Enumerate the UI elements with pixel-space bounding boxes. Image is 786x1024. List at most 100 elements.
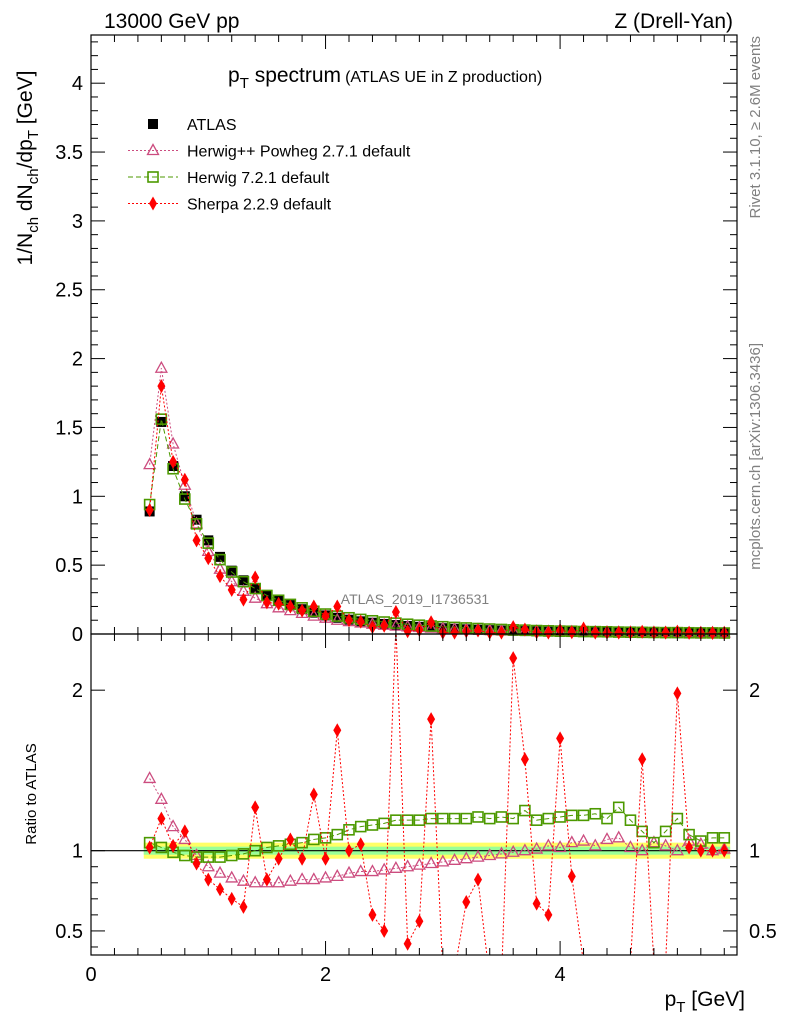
axes-frames	[90, 34, 738, 956]
ratio-point-herwigpp	[553, 840, 567, 853]
ratio-point-herwig7	[683, 828, 695, 841]
ratio-point-herwig7	[354, 820, 367, 833]
ratio-point-sherpa	[251, 800, 260, 815]
rivet-label: Rivet 3.1.10, ≥ 2.6M events	[747, 36, 764, 219]
ratio-point-sherpa	[403, 936, 412, 951]
ratio-xtick-label: 0	[85, 964, 96, 986]
ratio-point-herwig7	[507, 812, 519, 825]
ratio-point-herwigpp	[576, 833, 591, 846]
main-point-herwigpp	[178, 477, 192, 490]
ratio-point-herwig7	[308, 833, 320, 846]
ratio-point-herwig7	[718, 832, 731, 844]
main-point-sherpa	[685, 625, 694, 640]
ratio-point-herwigpp	[283, 873, 297, 886]
ratio-point-sherpa	[567, 869, 576, 884]
main-point-sherpa	[180, 472, 189, 487]
main-point-sherpa	[321, 609, 330, 624]
legend-item-herwig7: Herwig 7.2.1 default	[128, 170, 330, 187]
ratio-point-herwigpp	[272, 875, 286, 888]
main-ytick-label: 3	[72, 211, 83, 233]
main-point-atlas	[191, 514, 202, 525]
ratio-point-sherpa	[673, 686, 682, 701]
main-ytick-label: 1	[72, 486, 83, 508]
ratio-point-herwigpp	[354, 864, 368, 877]
main-point-atlas	[203, 535, 214, 546]
ratio-point-herwig7	[472, 811, 484, 823]
main-ytick-label: 2.5	[55, 280, 83, 302]
process-label: Z (Drell-Yan)	[614, 10, 733, 33]
ratio-series-herwigpp	[143, 771, 731, 888]
ratio-point-herwigpp	[166, 819, 180, 832]
ratio-point-sherpa	[696, 843, 705, 858]
ratio-point-sherpa	[345, 843, 353, 858]
main-point-sherpa	[157, 379, 166, 394]
ratio-point-herwigpp	[659, 838, 673, 851]
main-point-atlas	[390, 620, 401, 631]
ratio-ytick-label-right: 2	[749, 680, 760, 702]
ratio-point-herwigpp	[143, 771, 157, 784]
ratio-series-herwig7	[143, 801, 731, 863]
ratio-point-herwigpp	[612, 830, 626, 843]
main-point-sherpa	[591, 625, 600, 640]
main-point-sherpa	[169, 454, 178, 469]
main-point-sherpa	[309, 599, 318, 614]
ratio-point-herwig7	[272, 840, 285, 852]
ratio-point-sherpa	[474, 872, 482, 887]
main-title: pT spectrum (ATLAS UE in Z production)	[228, 64, 542, 92]
main-point-sherpa	[239, 592, 248, 607]
ratio-point-sherpa	[427, 712, 436, 727]
main-point-sherpa	[661, 625, 670, 640]
ratio-point-sherpa	[638, 752, 647, 767]
ratio-point-herwigpp	[389, 860, 403, 873]
ratio-point-herwigpp	[518, 843, 532, 856]
main-point-sherpa	[708, 626, 717, 640]
main-point-herwigpp	[248, 590, 262, 603]
ratio-point-herwigpp	[154, 791, 168, 804]
ratio-point-herwig7	[296, 836, 308, 849]
ratio-point-herwig7	[612, 801, 625, 814]
ratio-point-herwig7	[261, 841, 273, 854]
ratio-point-herwigpp	[213, 865, 227, 878]
ratio-point-herwig7	[577, 809, 590, 822]
main-point-sherpa	[333, 599, 342, 614]
ratio-point-sherpa	[685, 840, 694, 855]
main-point-sherpa	[286, 599, 295, 614]
main-point-atlas	[332, 612, 343, 623]
main-point-sherpa	[251, 570, 260, 585]
ratio-point-herwigpp	[541, 838, 555, 851]
ratio-point-herwigpp	[670, 843, 684, 856]
ratio-point-sherpa	[509, 651, 518, 666]
axes-ticks: 00.511.522.533.540 2 40.5 0.51 12 2	[55, 35, 777, 986]
ratio-point-sherpa	[708, 843, 717, 858]
ratio-point-herwig7	[237, 848, 250, 860]
ratio-point-herwig7	[378, 817, 390, 830]
ratio-point-herwig7	[331, 828, 344, 841]
ratio-point-sherpa	[239, 899, 248, 914]
main-point-sherpa	[544, 625, 553, 640]
x-axis-label: pT [GeV]	[665, 988, 745, 1016]
ratio-point-sherpa	[145, 840, 154, 855]
ratio-point-herwig7	[448, 812, 461, 825]
ratio-point-herwigpp	[178, 832, 192, 845]
ratio-point-sherpa	[157, 811, 166, 826]
main-point-sherpa	[298, 603, 307, 618]
main-point-sherpa	[262, 595, 271, 610]
analysis-watermark: ATLAS_2019_I1736531	[341, 591, 490, 607]
ratio-xtick-label: 4	[555, 964, 566, 986]
ratio-point-herwig7	[601, 812, 613, 825]
main-point-sherpa	[216, 569, 224, 584]
ratio-point-sherpa	[556, 731, 565, 746]
legend-marker-sherpa	[149, 196, 157, 211]
main-point-atlas	[250, 583, 261, 594]
main-y-label: 1/Nch dNch/dpT [GeV]	[14, 71, 42, 266]
ratio-point-herwig7	[636, 825, 648, 838]
ratio-point-herwig7	[214, 851, 226, 863]
ratio-point-sherpa	[544, 907, 553, 922]
main-point-herwig7	[202, 537, 215, 549]
ratio-point-sherpa	[380, 923, 389, 938]
ratio-ytick-label-left: 1	[72, 841, 83, 863]
ratio-point-sherpa	[356, 837, 365, 852]
ratio-point-herwigpp	[436, 854, 450, 867]
ratio-point-herwig7	[437, 812, 449, 825]
